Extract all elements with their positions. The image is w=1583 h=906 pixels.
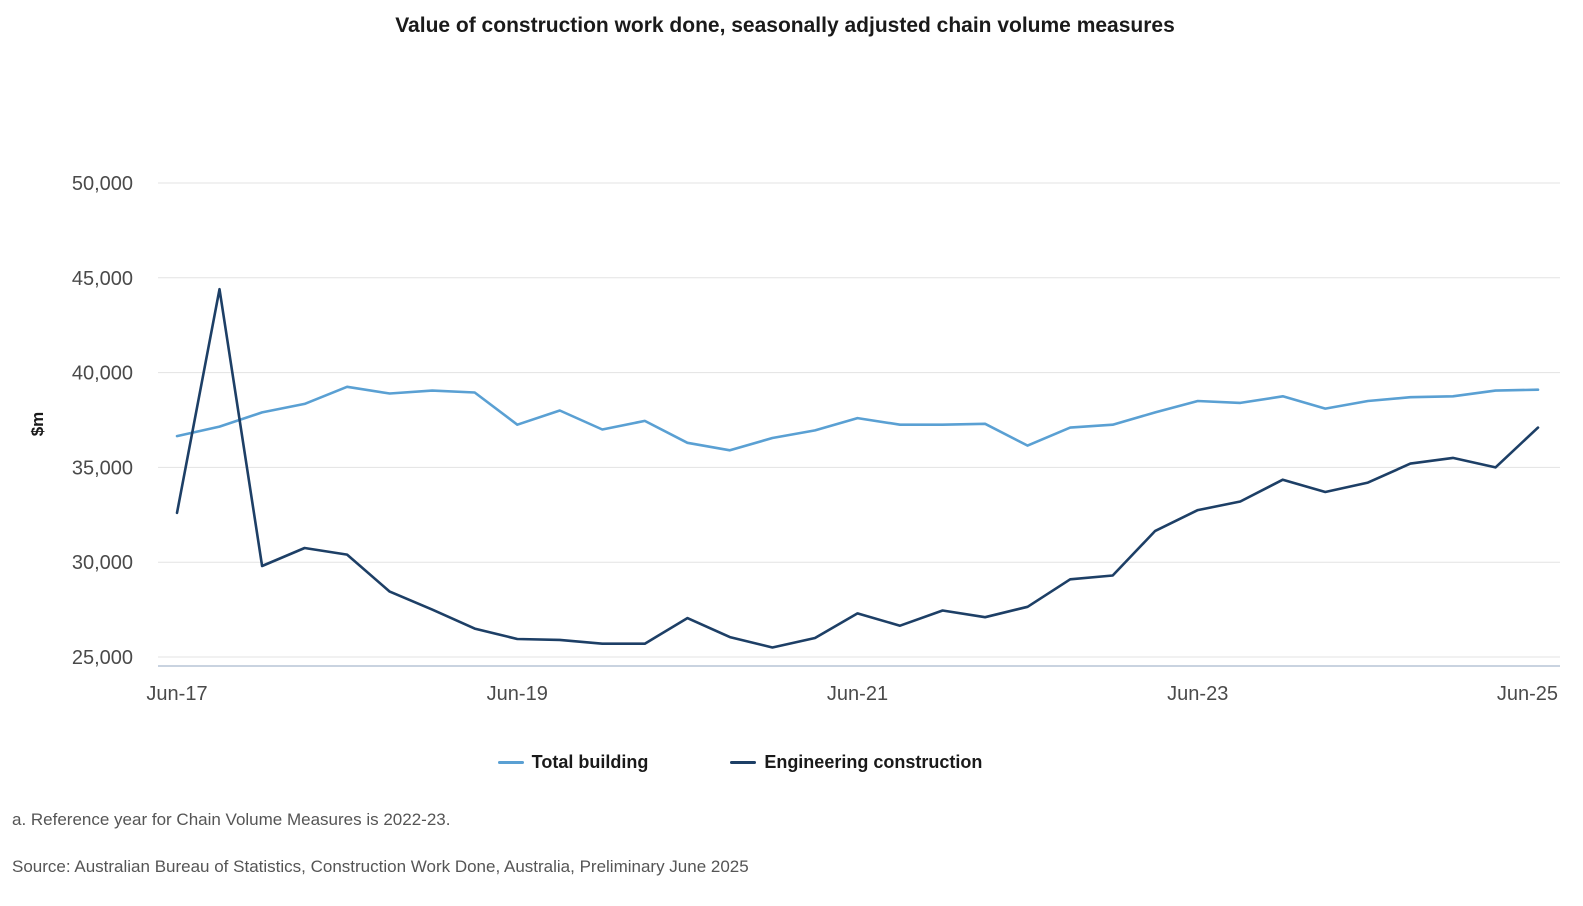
- line-chart: 25,000 30,000 35,000 40,000 45,000 50,000 Jun…: [28, 173, 1560, 705]
- series-lines: [175, 287, 1540, 649]
- footnote-reference-year: a. Reference year for Chain Volume Measu…: [12, 810, 451, 829]
- x-axis-ticks: Jun-17 Jun-19 Jun-21 Jun-23 Jun-25: [146, 683, 1558, 705]
- series-line-total-building: [175, 385, 1540, 452]
- y-tick-label: 40,000: [72, 363, 133, 385]
- x-tick-label: Jun-21: [827, 683, 888, 705]
- y-tick-label: 30,000: [72, 552, 133, 574]
- x-tick-label: Jun-23: [1167, 683, 1228, 705]
- x-tick-label: Jun-17: [146, 683, 207, 705]
- legend-label-total-building: Total building: [531, 752, 649, 772]
- legend-swatch-engineering-construction: [730, 761, 757, 764]
- legend: Total building Engineering construction: [0, 752, 1480, 773]
- x-tick-label: Jun-25: [1497, 683, 1558, 705]
- chart-title: Value of construction work done, seasona…: [395, 14, 1175, 37]
- y-tick-label: 25,000: [72, 647, 133, 669]
- y-tick-label: 45,000: [72, 268, 133, 290]
- y-axis-ticks: 25,000 30,000 35,000 40,000 45,000 50,000: [72, 173, 133, 669]
- legend-item-engineering-construction[interactable]: Engineering construction: [730, 752, 982, 773]
- legend-label-engineering-construction: Engineering construction: [764, 752, 983, 772]
- series-line-engineering-construction: [175, 287, 1540, 649]
- y-tick-label: 35,000: [72, 457, 133, 479]
- legend-item-total-building[interactable]: Total building: [497, 752, 649, 773]
- gridlines: [158, 182, 1560, 667]
- y-tick-label: 50,000: [72, 173, 133, 195]
- footnote-source: Source: Australian Bureau of Statistics,…: [12, 857, 749, 876]
- y-axis-title: $m: [28, 412, 47, 437]
- legend-swatch-total-building: [497, 761, 524, 764]
- x-tick-label: Jun-19: [487, 683, 548, 705]
